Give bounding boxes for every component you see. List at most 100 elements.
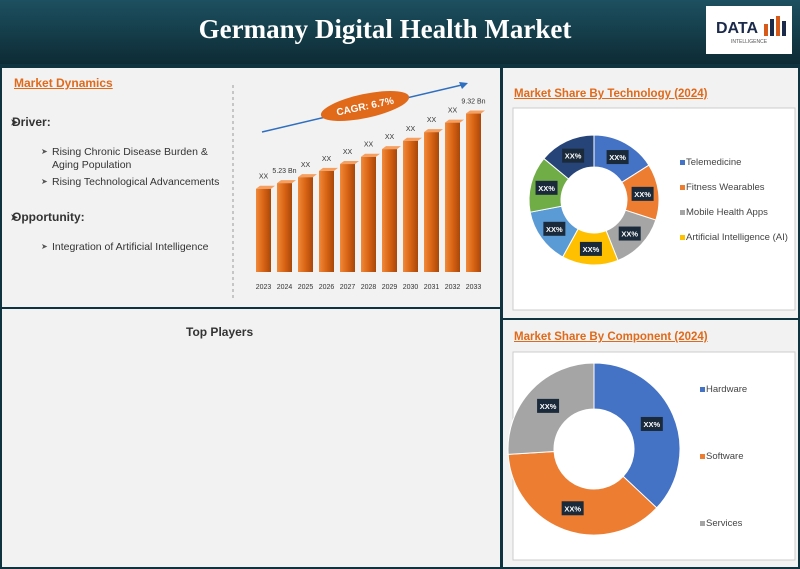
value-label: XX [427,117,437,124]
legend-swatch [680,235,685,240]
value-label: XX% [621,230,638,239]
value-label: XX% [583,245,600,254]
label-box [579,241,602,256]
bullet-arrow: ➤ [41,242,48,251]
legend-swatch [700,387,705,392]
bullet-arrow: ➤ [10,213,18,224]
value-label: XX [301,162,311,169]
x-tick-label: 2027 [340,284,356,291]
value-label: XX [322,156,332,163]
legend-label: Hardware [706,384,748,395]
page-title: Germany Digital Health Market [199,14,572,44]
bar [319,170,334,272]
x-tick-label: 2023 [256,284,272,291]
value-label: 9.32 Bn [461,99,485,106]
bar-top [361,153,380,157]
legend-swatch [700,454,705,459]
players-panel [2,309,500,567]
bar-top [319,167,338,171]
value-label: XX [406,126,416,133]
label-box [543,221,566,236]
bar [466,113,481,272]
legend-swatch [680,185,685,190]
bar [403,140,418,272]
bar [277,183,292,272]
bar-top [445,119,464,123]
legend-swatch [680,210,685,215]
logo-text: DATA [716,20,759,37]
value-label: XX% [540,402,557,411]
value-label: XX [259,174,269,181]
x-tick-label: 2032 [445,284,461,291]
legend-label: Services [706,518,743,529]
bar-top [277,180,296,184]
x-tick-label: 2033 [466,284,482,291]
label-box [640,416,663,431]
bar [298,177,313,272]
header-bar [0,0,800,64]
value-label: XX [448,108,458,115]
legend-swatch [700,521,705,526]
donut-segment [507,450,658,536]
x-tick-label: 2031 [424,284,440,291]
bar-top [382,146,401,150]
legend-label: Artificial Intelligence (AI) [686,232,788,243]
bar-top [424,129,443,133]
value-label: XX [385,134,395,141]
bar-top [298,174,317,178]
label-box [535,180,558,195]
bar-top [403,137,422,141]
chart-title: Market Share By Technology (2024) [514,88,708,100]
label-box [537,398,560,413]
x-tick-label: 2025 [298,284,314,291]
x-tick-label: 2026 [319,284,335,291]
bar [445,122,460,272]
legend-swatch [680,160,685,165]
value-label: XX% [565,152,582,161]
value-label: XX% [634,190,651,199]
chart-title: Market Share By Component (2024) [514,331,708,343]
label-box [606,150,629,165]
label-box [562,148,585,163]
value-label: XX% [538,184,555,193]
arrow-head [459,82,468,89]
bar [340,164,355,272]
value-label: 5.23 Bn [272,168,296,175]
bullet-item: Rising Chronic Disease Burden & Aging Po… [52,146,208,171]
legend-label: Fitness Wearables [686,182,765,193]
bar-top [340,161,359,165]
bullet-item: Integration of Artificial Intelligence [52,241,209,253]
bar [361,156,376,272]
section-heading: Driver: [12,115,51,129]
donut-segment [593,362,681,509]
value-label: XX% [546,225,563,234]
logo-bars [764,16,786,36]
bar-top [466,110,485,114]
x-tick-label: 2028 [361,284,377,291]
bar-top [256,185,275,189]
x-tick-label: 2024 [277,284,293,291]
value-label: XX% [564,504,581,513]
bullet-arrow: ➤ [41,177,48,186]
bullet-arrow: ➤ [41,147,48,156]
value-label: XX [343,149,353,156]
x-tick-label: 2030 [403,284,419,291]
legend-label: Software [706,451,744,462]
legend-label: Telemedicine [686,157,742,168]
legend-label: Mobile Health Apps [686,207,768,218]
bullet-arrow: ➤ [10,118,18,129]
value-label: XX% [609,153,626,162]
value-label: XX [364,142,374,149]
cagr-badge [320,90,410,122]
label-box [631,186,654,201]
bar [382,149,397,272]
section-heading: Opportunity: [12,210,85,224]
value-label: XX% [643,420,660,429]
bullet-item: Rising Technological Advancements [52,176,220,188]
bar [424,132,439,272]
section-title: Top Players [186,325,254,339]
x-tick-label: 2029 [382,284,398,291]
label-box [561,501,584,516]
